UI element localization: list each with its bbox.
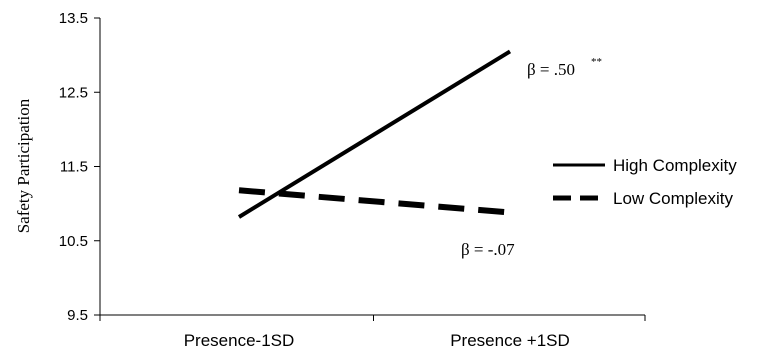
x-categories: Presence-1SD Presence +1SD bbox=[99, 315, 646, 350]
y-tick-label: 11.5 bbox=[60, 159, 88, 176]
legend-label: Low Complexity bbox=[613, 189, 733, 208]
legend: High Complexity Low Complexity bbox=[553, 156, 737, 208]
y-tick-label: 13.5 bbox=[59, 10, 88, 27]
y-tick-label: 12.5 bbox=[59, 84, 88, 101]
series-line-low-complexity bbox=[238, 187, 511, 216]
beta-annotation: β = -.07 bbox=[461, 240, 515, 259]
y-tick-label: 10.5 bbox=[59, 233, 88, 250]
series-line-high-complexity bbox=[237, 49, 512, 219]
y-ticks: 9.5 10.5 11.5 12.5 13.5 bbox=[59, 10, 100, 324]
annotations: β = .50 ** β = -.07 bbox=[461, 56, 602, 259]
y-axis-label: Safety Participation bbox=[14, 98, 33, 233]
legend-label: High Complexity bbox=[613, 156, 737, 175]
x-category-label: Presence-1SD bbox=[184, 331, 295, 350]
significance-marker: ** bbox=[591, 56, 602, 68]
series-lines bbox=[237, 49, 512, 219]
x-category-label: Presence +1SD bbox=[450, 331, 570, 350]
y-tick-label: 9.5 bbox=[67, 307, 88, 324]
beta-annotation: β = .50 bbox=[527, 60, 575, 79]
